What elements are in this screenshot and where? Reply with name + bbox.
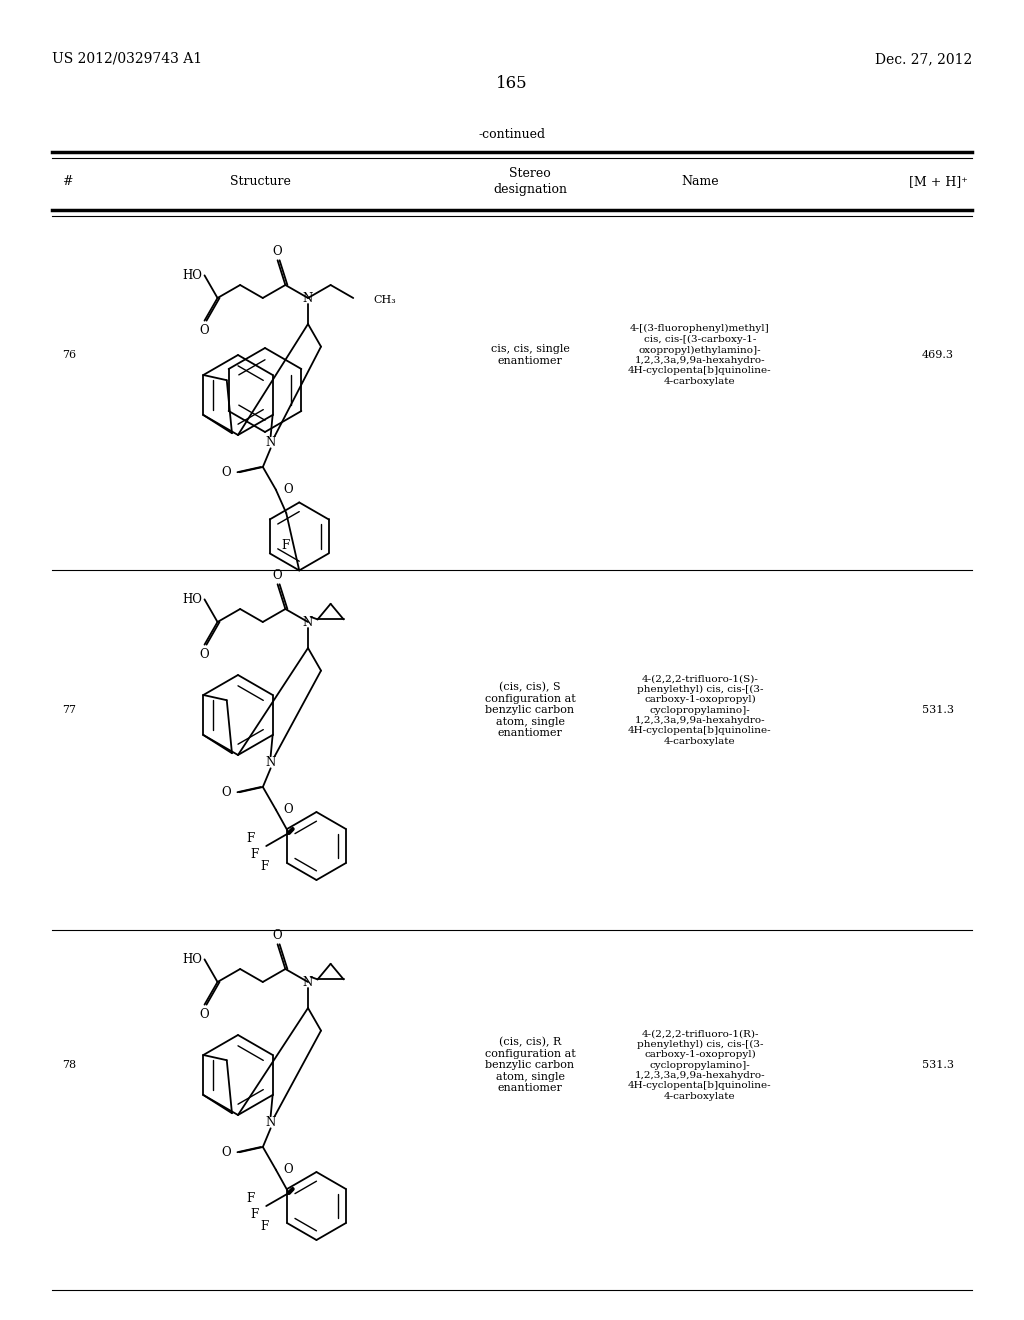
Text: O: O xyxy=(200,1008,209,1022)
Text: 4-(2,2,2-trifluoro-1(R)-
phenylethyl) cis, cis-[(3-
carboxy-1-oxopropyl)
cyclopr: 4-(2,2,2-trifluoro-1(R)- phenylethyl) ci… xyxy=(628,1030,772,1101)
Text: Structure: Structure xyxy=(229,176,291,187)
Text: O: O xyxy=(222,466,231,479)
Text: O: O xyxy=(272,929,283,941)
Text: F: F xyxy=(282,539,290,552)
Text: 4-(2,2,2-trifluoro-1(S)-
phenylethyl) cis, cis-[(3-
carboxy-1-oxopropyl)
cyclopr: 4-(2,2,2-trifluoro-1(S)- phenylethyl) ci… xyxy=(628,675,772,746)
Text: N: N xyxy=(265,1115,275,1129)
Text: O: O xyxy=(222,1146,231,1159)
Text: N: N xyxy=(265,756,275,768)
Text: O: O xyxy=(284,1163,294,1176)
Text: N: N xyxy=(303,292,313,305)
Text: -continued: -continued xyxy=(478,128,546,141)
Text: O: O xyxy=(200,325,209,337)
Text: [M + H]⁺: [M + H]⁺ xyxy=(908,176,968,187)
Text: O: O xyxy=(200,648,209,661)
Text: O: O xyxy=(272,569,283,582)
Text: 531.3: 531.3 xyxy=(922,1060,954,1071)
Text: #: # xyxy=(62,176,73,187)
Text: Dec. 27, 2012: Dec. 27, 2012 xyxy=(874,51,972,66)
Text: O: O xyxy=(284,803,294,816)
Text: (cis, cis), S
configuration at
benzylic carbon
atom, single
enantiomer: (cis, cis), S configuration at benzylic … xyxy=(484,681,575,738)
Text: cis, cis, single
enantiomer: cis, cis, single enantiomer xyxy=(490,345,569,366)
Text: F: F xyxy=(260,859,268,873)
Text: 4-[(3-fluorophenyl)methyl]
cis, cis-[(3-carboxy-1-
oxopropyl)ethylamino]-
1,2,3,: 4-[(3-fluorophenyl)methyl] cis, cis-[(3-… xyxy=(628,325,772,385)
Text: N: N xyxy=(303,975,313,989)
Text: N: N xyxy=(265,436,275,449)
Text: F: F xyxy=(260,1220,268,1233)
Text: 78: 78 xyxy=(62,1060,76,1071)
Text: 76: 76 xyxy=(62,350,76,360)
Text: F: F xyxy=(246,1192,254,1205)
Text: HO: HO xyxy=(182,593,203,606)
Text: F: F xyxy=(250,1208,258,1221)
Text: O: O xyxy=(272,244,283,257)
Text: N: N xyxy=(303,615,313,628)
Text: O: O xyxy=(284,483,294,496)
Text: Stereo: Stereo xyxy=(509,168,551,180)
Text: Name: Name xyxy=(681,176,719,187)
Text: 165: 165 xyxy=(497,75,527,92)
Text: 531.3: 531.3 xyxy=(922,705,954,715)
Text: HO: HO xyxy=(182,953,203,966)
Text: F: F xyxy=(250,847,258,861)
Text: (cis, cis), R
configuration at
benzylic carbon
atom, single
enantiomer: (cis, cis), R configuration at benzylic … xyxy=(484,1036,575,1093)
Text: designation: designation xyxy=(493,183,567,195)
Text: 77: 77 xyxy=(62,705,76,715)
Text: O: O xyxy=(222,785,231,799)
Text: 469.3: 469.3 xyxy=(922,350,954,360)
Text: US 2012/0329743 A1: US 2012/0329743 A1 xyxy=(52,51,202,66)
Text: HO: HO xyxy=(182,269,203,282)
Text: F: F xyxy=(246,832,254,845)
Text: CH₃: CH₃ xyxy=(373,294,396,305)
